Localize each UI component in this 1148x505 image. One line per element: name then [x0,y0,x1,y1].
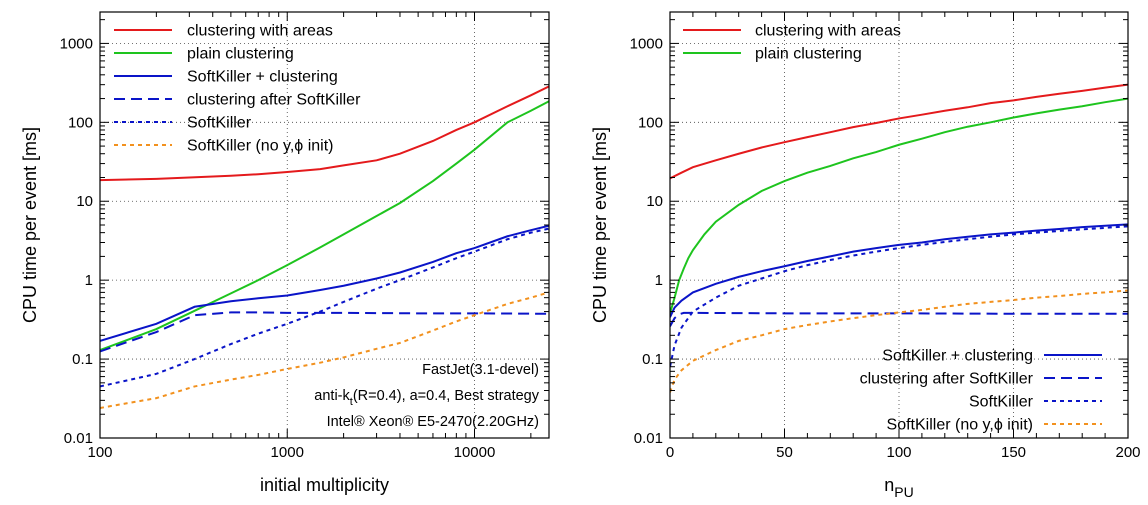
x-axis-label-main: initial multiplicity [260,475,389,495]
legend-label: SoftKiller (no y,ϕ init) [187,138,333,155]
legend-label: clustering after SoftKiller [860,371,1034,388]
series-line-plain-clustering [100,100,549,352]
x-axis-label-subscript: PU [894,484,913,500]
x-tick-label: 50 [776,444,793,461]
series-line-clustering-after-softkiller [670,311,1128,327]
annotation-algo: anti-kt(R=0.4), a=0.4, Best strategy [314,388,539,408]
y-tick-label: 0.1 [642,351,663,368]
legend-label: plain clustering [755,46,862,63]
y-tick-label: 100 [68,114,93,131]
y-tick-label: 0.01 [64,430,93,447]
series-line-softkiller [100,227,549,388]
x-tick-label: 200 [1115,444,1140,461]
series-line-softkiller-clustering [100,224,549,342]
legend-label: SoftKiller + clustering [882,348,1033,365]
annotation-fastjet: FastJet(3.1-devel) [422,362,539,378]
right-chart-npu: 0 50 100 150 200 0.01 0.1 1 10 100 1000 CPU time pe… [590,11,1141,500]
series-group [670,83,1128,393]
y-tick-label: 0.1 [72,351,93,368]
series-group [100,85,549,409]
legend-label: clustering with areas [187,23,333,40]
legend-label: SoftKiller [969,394,1034,411]
series-line-clustering-with-areas [100,85,549,182]
x-tick-label: 150 [1001,444,1026,461]
x-tick-label: 100 [87,444,112,461]
legend: clustering with areas plain clustering Sof… [114,23,361,155]
y-tick-label: 10 [646,193,663,210]
legend: clustering with areas plain clustering Sof… [683,23,1102,434]
legend-label: SoftKiller + clustering [187,69,338,86]
y-axis-label: CPU time per event [ms] [20,127,40,323]
annotation-text: Intel® Xeon® E5-2470(2.20GHz) [327,414,539,430]
y-axis-label: CPU time per event [ms] [590,127,610,323]
ticks [669,12,1129,439]
annotation-text: FastJet(3.1-devel) [422,362,539,378]
x-tick-label: 0 [666,444,674,461]
y-tick-label: 1 [655,272,663,289]
series-line-softkiller-no-y-init [100,291,549,409]
x-tick-label: 100 [886,444,911,461]
left-chart-multiplicity: 100 1000 10000 0.01 0.1 1 10 100 1000 CPU time pe… [20,11,550,495]
x-axis-label: initial multiplicity [260,475,389,495]
annotation-rest: (R=0.4), a=0.4, Best strategy [353,388,540,404]
series-line-softkiller [670,225,1128,367]
series-line-plain-clustering [670,97,1128,314]
y-tick-label: 1 [85,272,93,289]
grid-lines [100,12,549,438]
x-axis-label-main: n [884,475,894,495]
series-line-softkiller-clustering [670,223,1128,318]
y-tick-label: 10 [76,193,93,210]
legend-label: plain clustering [187,46,294,63]
y-tick-label: 100 [638,114,663,131]
legend-label: clustering with areas [755,23,901,40]
x-axis-label: nPU [884,475,913,500]
annotation-text: anti-k [314,388,350,404]
annotation-cpu: Intel® Xeon® E5-2470(2.20GHz) [327,414,539,430]
series-line-clustering-with-areas [670,83,1128,180]
annotation-block: FastJet(3.1-devel) anti-kt(R=0.4), a=0.4,… [314,362,539,430]
y-tick-label: 1000 [60,35,93,52]
y-tick-label: 0.01 [634,430,663,447]
legend-label: clustering after SoftKiller [187,92,361,109]
legend-label: SoftKiller (no y,ϕ init) [887,417,1033,434]
x-tick-label: 1000 [271,444,304,461]
annotation-subscript: t [350,396,353,408]
x-tick-label: 10000 [454,444,496,461]
legend-label: SoftKiller [187,115,252,132]
series-line-softkiller-no-y-init [670,289,1128,393]
series-line-clustering-after-softkiller [100,311,549,353]
ticks [99,12,549,439]
y-tick-label: 1000 [630,35,663,52]
